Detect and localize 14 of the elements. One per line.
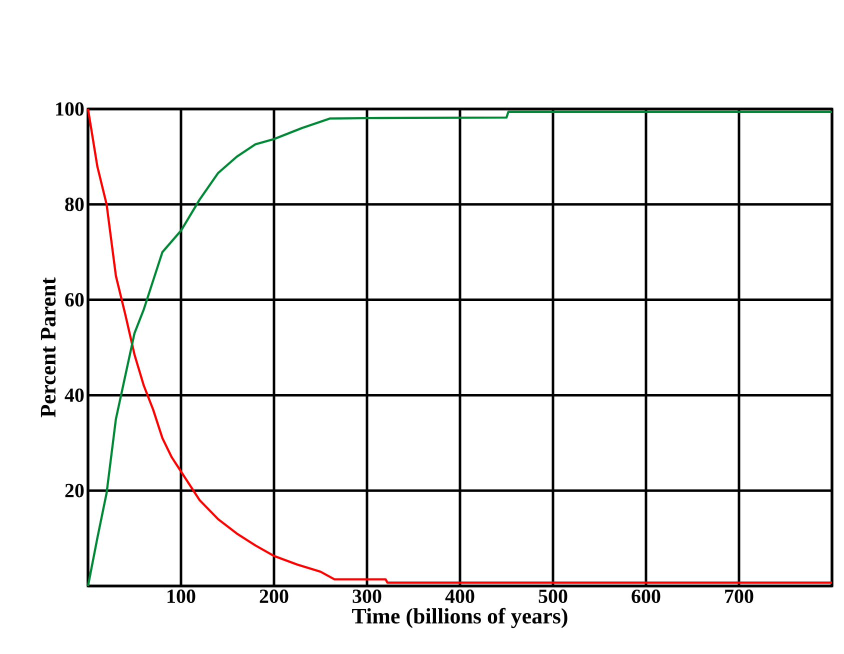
y-tick-label: 60: [65, 293, 84, 307]
y-tick-label: 100: [56, 102, 84, 116]
y-tick-label: 80: [65, 198, 84, 212]
y-axis-title: Percent Parent: [40, 277, 56, 418]
x-tick-label: 300: [352, 590, 382, 604]
x-tick-label: 200: [260, 590, 288, 604]
y-tick-label: 20: [65, 484, 84, 498]
x-tick-label: 400: [445, 590, 474, 604]
y-tick-label: 40: [64, 388, 84, 402]
x-axis-title: Time (billions of years): [352, 608, 568, 628]
x-tick-label: 600: [632, 590, 660, 604]
x-tick-label: 700: [725, 590, 754, 604]
x-tick-label: 500: [538, 590, 568, 604]
x-tick-label: 100: [168, 590, 196, 604]
